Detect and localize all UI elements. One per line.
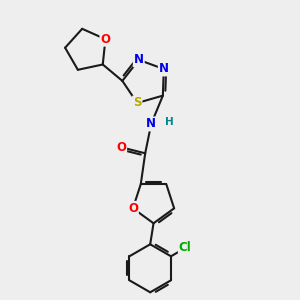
Text: N: N bbox=[159, 62, 169, 76]
Text: O: O bbox=[100, 33, 110, 46]
Text: N: N bbox=[134, 53, 144, 66]
Text: Cl: Cl bbox=[179, 241, 192, 254]
Text: O: O bbox=[116, 141, 126, 154]
Text: N: N bbox=[146, 118, 156, 130]
Text: H: H bbox=[165, 117, 174, 127]
Text: S: S bbox=[133, 97, 142, 110]
Text: O: O bbox=[128, 202, 138, 215]
